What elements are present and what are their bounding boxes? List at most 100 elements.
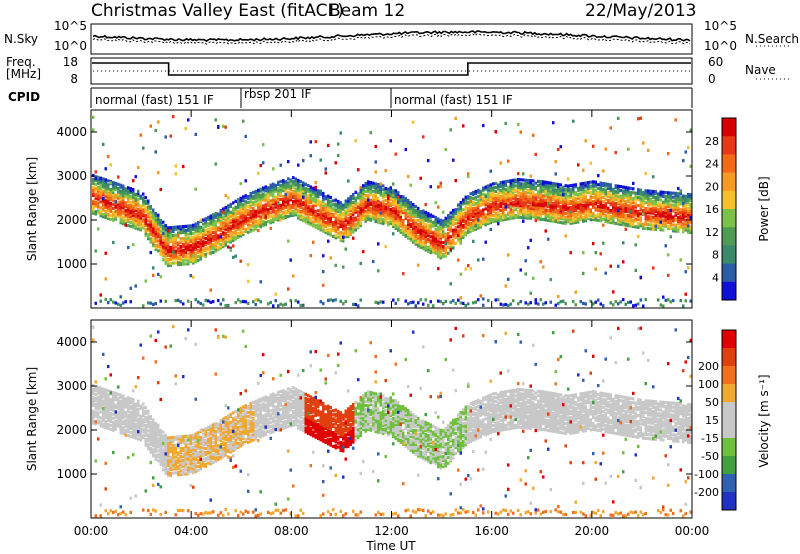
heatmap-cell (119, 205, 122, 209)
heatmap-cell (507, 213, 510, 217)
heatmap-cell (609, 211, 612, 215)
heatmap-cell (262, 212, 265, 216)
heatmap-cell (674, 193, 677, 197)
heatmap-cell (652, 215, 655, 219)
heatmap-cell (292, 199, 295, 204)
heatmap-cell (124, 221, 127, 225)
heatmap-cell (129, 434, 132, 438)
heatmap-cell (549, 207, 552, 211)
heatmap-cell (677, 192, 680, 196)
heatmap-cell (329, 221, 332, 225)
heatmap-cell (562, 193, 565, 197)
heatmap-cell (582, 195, 585, 199)
heatmap-cell (504, 184, 507, 188)
heatmap-cell (482, 192, 485, 196)
heatmap-cell (389, 190, 392, 194)
heatmap-cell (142, 204, 145, 208)
heatmap-cell (479, 193, 482, 197)
heatmap-cell (464, 221, 467, 225)
heatmap-cell (479, 201, 482, 205)
heatmap-cell (624, 199, 627, 203)
heatmap-cell (664, 220, 667, 224)
heatmap-cell (147, 201, 150, 205)
heatmap-cell (599, 181, 602, 185)
heatmap-cell (152, 226, 155, 230)
heatmap-cell (94, 182, 97, 186)
heatmap-cell (129, 201, 132, 205)
heatmap-cell (492, 188, 495, 192)
heatmap-cell (132, 429, 135, 433)
heatmap-cell (352, 302, 355, 306)
heatmap-cell (609, 216, 612, 221)
heatmap-cell (144, 219, 147, 223)
heatmap-cell (487, 186, 490, 190)
heatmap-cell (117, 182, 120, 186)
heatmap-cell (324, 207, 327, 211)
heatmap-cell (367, 194, 370, 198)
heatmap-cell (152, 242, 155, 246)
heatmap-cell (639, 194, 642, 198)
heatmap-cell (262, 194, 265, 198)
freq-tick-bottom: 8 (70, 72, 78, 86)
heatmap-cell (302, 195, 305, 199)
heatmap-cell (499, 181, 502, 185)
heatmap-cell (259, 201, 262, 205)
heatmap-cell (302, 203, 305, 207)
heatmap-cell (617, 216, 620, 220)
heatmap-cell (474, 209, 477, 213)
heatmap-cell (499, 194, 502, 199)
heatmap-cell (544, 212, 547, 216)
heatmap-cell (132, 425, 135, 429)
heatmap-cell (102, 181, 105, 185)
heatmap-cell (602, 207, 605, 211)
heatmap-cell (132, 407, 135, 412)
heatmap-cell (119, 295, 122, 299)
heatmap-cell (382, 217, 385, 222)
heatmap-cell (537, 195, 540, 199)
heatmap-cell (517, 211, 520, 215)
heatmap-cell (294, 197, 297, 201)
heatmap-cell (419, 212, 422, 216)
heatmap-cell (387, 196, 390, 201)
heatmap-cell (627, 222, 630, 226)
heatmap-cell (302, 183, 305, 187)
heatmap-cell (454, 222, 457, 226)
heatmap-cell (327, 206, 330, 210)
heatmap-cell (224, 239, 227, 243)
heatmap-cell (359, 204, 362, 208)
heatmap-cell (359, 220, 362, 224)
cpid-mode-1: normal (fast) 151 IF (95, 93, 214, 107)
heatmap-cell (117, 186, 120, 190)
heatmap-cell (149, 124, 152, 128)
heatmap-cell (652, 189, 655, 194)
heatmap-cell (114, 209, 117, 213)
heatmap-cell (327, 239, 330, 243)
heatmap-cell (244, 208, 247, 212)
heatmap-cell (569, 201, 572, 206)
heatmap-cell (94, 170, 97, 174)
heatmap-cell (149, 301, 152, 305)
heatmap-cell (624, 205, 627, 209)
heatmap-cell (139, 133, 142, 137)
heatmap-cell (99, 398, 102, 402)
heatmap-cell (689, 228, 692, 232)
heatmap-cell (674, 195, 677, 199)
heatmap-cell (442, 233, 445, 237)
heatmap-cell (472, 239, 475, 243)
heatmap-cell (164, 236, 167, 240)
heatmap-cell (182, 227, 185, 231)
heatmap-cell (114, 509, 117, 513)
heatmap-cell (119, 425, 122, 429)
heatmap-cell (122, 404, 125, 408)
heatmap-cell (229, 218, 232, 222)
heatmap-cell (239, 232, 242, 236)
heatmap-cell (362, 198, 365, 202)
heatmap-cell (604, 192, 607, 196)
heatmap-cell (539, 189, 542, 194)
heatmap-cell (384, 220, 387, 224)
heatmap-cell (324, 224, 327, 229)
heatmap-cell (364, 217, 367, 221)
heatmap-cell (164, 259, 167, 263)
heatmap-cell (544, 182, 547, 186)
heatmap-cell (554, 184, 557, 188)
